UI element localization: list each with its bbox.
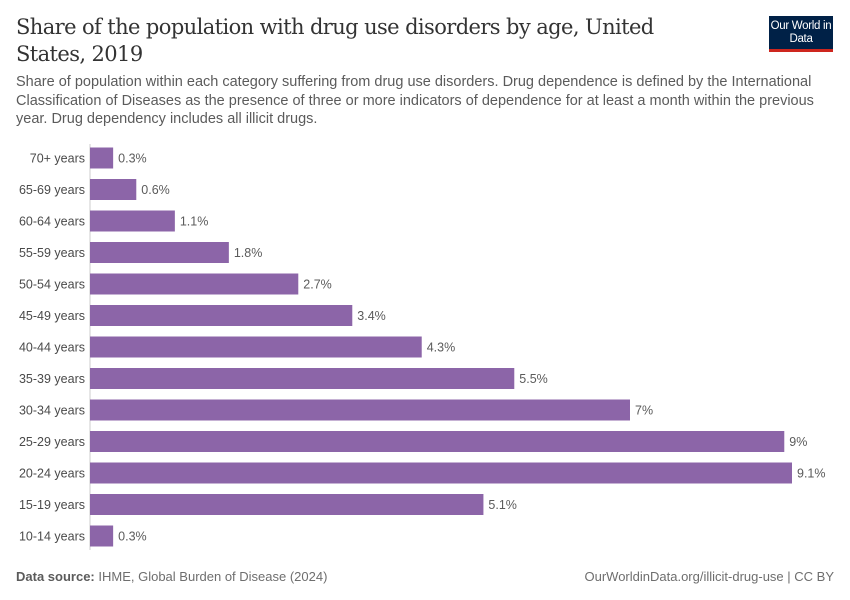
bar bbox=[90, 525, 114, 547]
bar bbox=[90, 147, 114, 169]
footer-url[interactable]: OurWorldinData.org/illicit-drug-use | CC… bbox=[584, 569, 835, 584]
bar bbox=[90, 273, 299, 295]
value-label: 5.1% bbox=[488, 498, 517, 512]
bar bbox=[90, 368, 515, 389]
data-source: Data source: IHME, Global Burden of Dise… bbox=[16, 569, 327, 584]
category-label: 50-54 years bbox=[19, 278, 85, 292]
value-label: 7% bbox=[635, 404, 653, 418]
bar bbox=[90, 305, 353, 326]
bar bbox=[90, 179, 137, 200]
value-label: 0.3% bbox=[118, 530, 146, 544]
category-label: 20-24 years bbox=[19, 467, 85, 481]
owid-logo[interactable]: Our World in Data bbox=[769, 16, 833, 52]
value-label: 9% bbox=[789, 435, 807, 449]
logo-text: Our World in Data bbox=[770, 20, 832, 45]
value-label: 0.6% bbox=[141, 183, 170, 197]
category-label: 55-59 years bbox=[19, 246, 85, 260]
category-label: 35-39 years bbox=[19, 372, 85, 386]
category-label: 10-14 years bbox=[19, 530, 85, 544]
value-label: 5.5% bbox=[519, 372, 548, 386]
category-label: 30-34 years bbox=[19, 404, 85, 418]
bar bbox=[90, 494, 484, 515]
category-label: 45-49 years bbox=[19, 309, 85, 323]
bar bbox=[90, 431, 785, 452]
value-label: 3.4% bbox=[357, 309, 386, 323]
value-label: 9.1% bbox=[797, 467, 826, 481]
category-label: 70+ years bbox=[30, 152, 85, 166]
chart-title: Share of the population with drug use di… bbox=[16, 15, 654, 66]
category-label: 25-29 years bbox=[19, 435, 85, 449]
value-label: 1.1% bbox=[180, 215, 209, 229]
bar bbox=[90, 399, 630, 421]
value-label: 4.3% bbox=[427, 341, 456, 355]
bar bbox=[90, 210, 175, 232]
bar bbox=[90, 242, 229, 263]
bar bbox=[90, 462, 792, 484]
value-label: 1.8% bbox=[234, 246, 263, 260]
chart-subtitle: Share of population within each category… bbox=[16, 74, 814, 127]
value-label: 0.3% bbox=[118, 152, 146, 166]
category-label: 15-19 years bbox=[19, 498, 85, 512]
source-text[interactable]: IHME, Global Burden of Disease (2024) bbox=[98, 569, 328, 584]
bar bbox=[90, 336, 422, 358]
category-label: 65-69 years bbox=[19, 183, 85, 197]
category-label: 40-44 years bbox=[19, 341, 85, 355]
value-label: 2.7% bbox=[303, 278, 332, 292]
source-label: Data source: bbox=[16, 569, 95, 584]
category-label: 60-64 years bbox=[19, 215, 85, 229]
